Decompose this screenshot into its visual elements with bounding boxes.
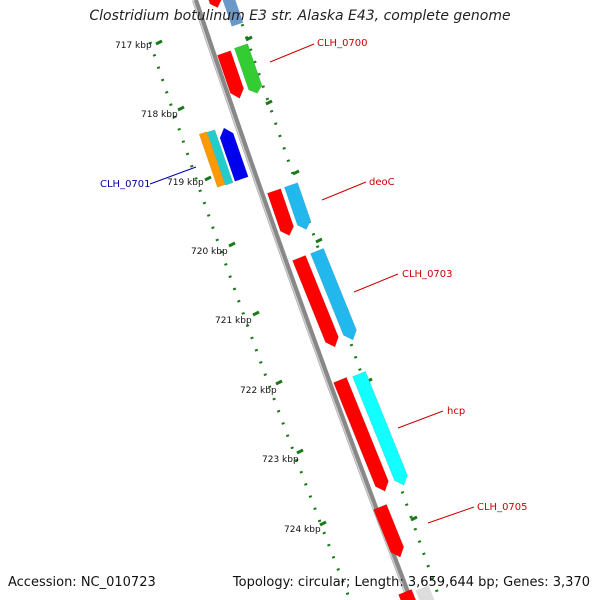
tick-720 — [228, 241, 236, 248]
inner-dotted-ring — [148, 41, 352, 600]
tick-label: 718 kbp — [141, 110, 178, 120]
gene-arrow-red — [333, 377, 389, 492]
gene-arrow-blue — [219, 127, 249, 182]
gene-arrow-steelblue — [220, 0, 244, 27]
tick-label: 724 kbp — [284, 525, 321, 535]
gene-arrow-cyan — [352, 371, 408, 486]
tick-721 — [252, 310, 260, 317]
tick-label: 723 kbp — [262, 455, 299, 465]
gene-arrow-lightgray — [415, 585, 436, 600]
gene-label-hcp: hcp — [447, 406, 465, 417]
leader-deoc — [321, 181, 367, 201]
gene-arrow-red — [217, 50, 244, 99]
tick-718 — [177, 105, 185, 112]
tick-724 — [319, 520, 327, 527]
gene-features — [198, 0, 436, 600]
gene-arrow-red — [373, 504, 404, 558]
gene-label-deoc: deoC — [369, 177, 395, 188]
outer-dotted-ring — [236, 11, 442, 600]
gene-arrow-red — [398, 589, 420, 600]
genome-summary-text: Topology: circular; Length: 3,659,644 bp… — [232, 575, 590, 590]
leader-clh0700 — [269, 43, 315, 63]
gene-label-clh0703: CLH_0703 — [402, 269, 453, 280]
gene-label-clh0705: CLH_0705 — [477, 502, 528, 513]
leader-clh0705 — [427, 506, 475, 524]
tick-717 — [155, 39, 163, 46]
map-title: Clostridium botulinum E3 str. Alaska E43… — [89, 8, 511, 24]
tick-label: 722 kbp — [240, 386, 277, 396]
gene-arrow-sky — [284, 182, 311, 230]
gene-arrow-red — [205, 0, 222, 8]
tick-722 — [275, 379, 283, 386]
tick-label: 721 kbp — [215, 316, 252, 326]
gene-arrow-red — [267, 188, 294, 236]
leader-lines — [149, 43, 475, 524]
gene-arrow-green — [234, 43, 263, 94]
gene-arrow-sky — [310, 248, 357, 341]
gene-arrow-red — [292, 255, 339, 348]
tick-labels: 717 kbp 718 kbp 719 kbp 720 kbp 721 kbp … — [115, 41, 321, 535]
gene-label-clh0701: CLH_0701 — [100, 179, 151, 190]
tick-marks — [155, 39, 327, 527]
leader-clh0703 — [353, 273, 399, 293]
outer-tick-marks — [245, 35, 418, 522]
accession-text: Accession: NC_010723 — [8, 575, 156, 590]
tick-label: 717 kbp — [115, 41, 152, 51]
leader-clh0701 — [149, 166, 197, 185]
gene-labels: CLH_0700 CLH_0701 deoC CLH_0703 hcp CLH_… — [100, 38, 528, 513]
tick-723 — [296, 448, 304, 455]
tick-label: 719 kbp — [167, 178, 204, 188]
leader-hcp — [397, 410, 444, 429]
tick-719 — [204, 175, 212, 182]
gene-arrow-orange — [198, 131, 226, 188]
gene-label-clh0700: CLH_0700 — [317, 38, 368, 49]
gene-arrow-teal — [206, 129, 234, 186]
tick-label: 720 kbp — [191, 247, 228, 257]
